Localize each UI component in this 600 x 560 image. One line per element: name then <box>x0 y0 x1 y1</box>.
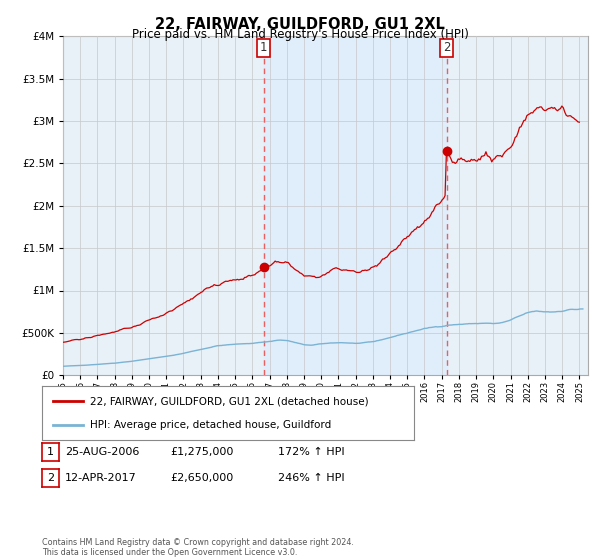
Text: Price paid vs. HM Land Registry's House Price Index (HPI): Price paid vs. HM Land Registry's House … <box>131 28 469 41</box>
Text: £2,650,000: £2,650,000 <box>170 473 233 483</box>
Text: 2: 2 <box>47 473 54 483</box>
Text: 22, FAIRWAY, GUILDFORD, GU1 2XL (detached house): 22, FAIRWAY, GUILDFORD, GU1 2XL (detache… <box>91 396 369 407</box>
Bar <box>263 36 446 375</box>
Text: 12-APR-2017: 12-APR-2017 <box>65 473 137 483</box>
Text: 1: 1 <box>260 41 267 54</box>
Text: 246% ↑ HPI: 246% ↑ HPI <box>278 473 344 483</box>
Text: 25-AUG-2006: 25-AUG-2006 <box>65 447 139 457</box>
Text: 22, FAIRWAY, GUILDFORD, GU1 2XL: 22, FAIRWAY, GUILDFORD, GU1 2XL <box>155 17 445 32</box>
Text: 1: 1 <box>47 447 54 457</box>
Text: Contains HM Land Registry data © Crown copyright and database right 2024.
This d: Contains HM Land Registry data © Crown c… <box>42 538 354 557</box>
Text: £1,275,000: £1,275,000 <box>170 447 233 457</box>
Text: 172% ↑ HPI: 172% ↑ HPI <box>278 447 344 457</box>
Text: 2: 2 <box>443 41 450 54</box>
Text: HPI: Average price, detached house, Guildford: HPI: Average price, detached house, Guil… <box>91 419 332 430</box>
